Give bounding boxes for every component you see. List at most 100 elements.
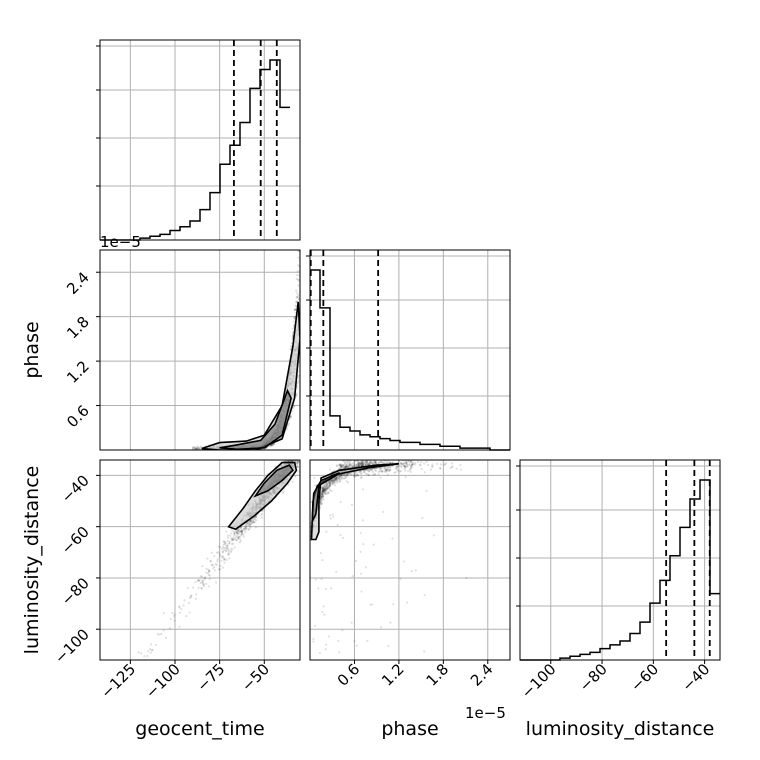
sample-point xyxy=(289,456,291,458)
sample-point xyxy=(334,478,337,481)
sample-point xyxy=(237,532,241,535)
sample-point xyxy=(342,463,345,466)
sample-point xyxy=(396,465,399,468)
sample-point xyxy=(321,487,324,490)
sample-point xyxy=(296,445,298,447)
sample-point xyxy=(226,545,229,548)
sample-point xyxy=(354,471,357,474)
sample-point xyxy=(361,488,364,491)
sample-point xyxy=(360,472,363,475)
sample-point xyxy=(297,457,299,459)
sample-point xyxy=(243,524,246,527)
sample-point xyxy=(449,466,452,469)
sample-point xyxy=(220,559,223,562)
sample-point xyxy=(451,466,454,469)
sample-point xyxy=(388,468,392,472)
sample-point xyxy=(322,488,325,491)
sample-point xyxy=(423,593,426,596)
sample-point xyxy=(230,537,233,540)
sample-point xyxy=(379,455,381,457)
sample-point xyxy=(292,453,294,455)
sample-point xyxy=(298,450,300,452)
sample-point xyxy=(224,541,227,544)
sample-point xyxy=(361,464,365,467)
sample-point xyxy=(219,564,222,568)
sample-point xyxy=(247,528,250,531)
sample-point xyxy=(323,488,326,491)
sample-point xyxy=(323,485,326,488)
sample-point xyxy=(327,486,330,490)
sample-point xyxy=(405,457,407,459)
sample-point xyxy=(322,497,325,501)
sample-point xyxy=(341,466,345,469)
sample-point xyxy=(388,469,391,472)
sample-point xyxy=(291,331,295,334)
sample-point xyxy=(230,537,233,540)
sample-point xyxy=(423,471,426,474)
sample-point xyxy=(227,548,230,551)
sample-point xyxy=(245,524,248,527)
sample-point xyxy=(325,483,328,486)
sample-point xyxy=(208,569,211,572)
sample-point xyxy=(322,491,325,494)
sample-point xyxy=(233,533,236,537)
sample-point xyxy=(442,457,444,459)
sample-point xyxy=(236,532,239,536)
sample-point xyxy=(321,498,324,501)
sample-point xyxy=(341,473,344,476)
sample-point xyxy=(238,529,241,532)
sample-point xyxy=(332,479,335,482)
sample-point xyxy=(168,627,171,630)
sample-point xyxy=(240,532,244,535)
sample-point xyxy=(361,461,364,465)
sample-point xyxy=(336,480,339,484)
sample-point xyxy=(410,466,413,469)
sample-point xyxy=(329,514,332,517)
sample-point xyxy=(345,465,348,468)
sample-point xyxy=(239,526,243,530)
sample-point xyxy=(296,452,298,454)
sample-point xyxy=(239,534,242,537)
sample-point xyxy=(403,467,406,470)
sample-point xyxy=(381,470,384,474)
sample-point xyxy=(312,637,315,641)
sample-point xyxy=(339,533,342,537)
sample-point xyxy=(244,530,247,533)
sample-point xyxy=(233,532,236,536)
sample-point xyxy=(162,629,165,632)
sample-point xyxy=(371,603,374,606)
sample-point xyxy=(346,466,350,469)
sample-point xyxy=(270,444,273,447)
sample-point xyxy=(353,474,356,477)
sample-point xyxy=(207,585,211,588)
sample-point xyxy=(190,594,193,597)
sample-point xyxy=(398,470,401,473)
sample-point xyxy=(345,473,348,476)
sample-point xyxy=(210,564,214,567)
sample-point xyxy=(249,523,252,526)
sample-point xyxy=(357,464,360,467)
sample-point xyxy=(293,455,295,457)
sample-point xyxy=(331,480,334,483)
sample-point xyxy=(324,485,327,488)
sample-point xyxy=(373,472,377,475)
sample-point xyxy=(401,455,403,457)
sample-point xyxy=(242,533,245,536)
sample-point xyxy=(345,474,349,477)
sample-point xyxy=(293,446,295,448)
sample-point xyxy=(389,468,392,471)
sample-point xyxy=(294,452,296,454)
sample-point xyxy=(321,491,324,494)
sample-point xyxy=(297,274,300,277)
sample-point xyxy=(335,476,338,480)
sample-point xyxy=(209,559,212,563)
sample-point xyxy=(345,465,348,468)
sample-point xyxy=(219,546,222,549)
sample-point xyxy=(270,444,274,447)
y-axis-label-luminosity_distance: luminosity_distance xyxy=(21,466,43,655)
sample-point xyxy=(297,284,300,287)
sample-point xyxy=(331,483,334,486)
sample-point xyxy=(189,596,193,599)
sample-point xyxy=(335,476,338,479)
sample-point xyxy=(347,464,350,467)
